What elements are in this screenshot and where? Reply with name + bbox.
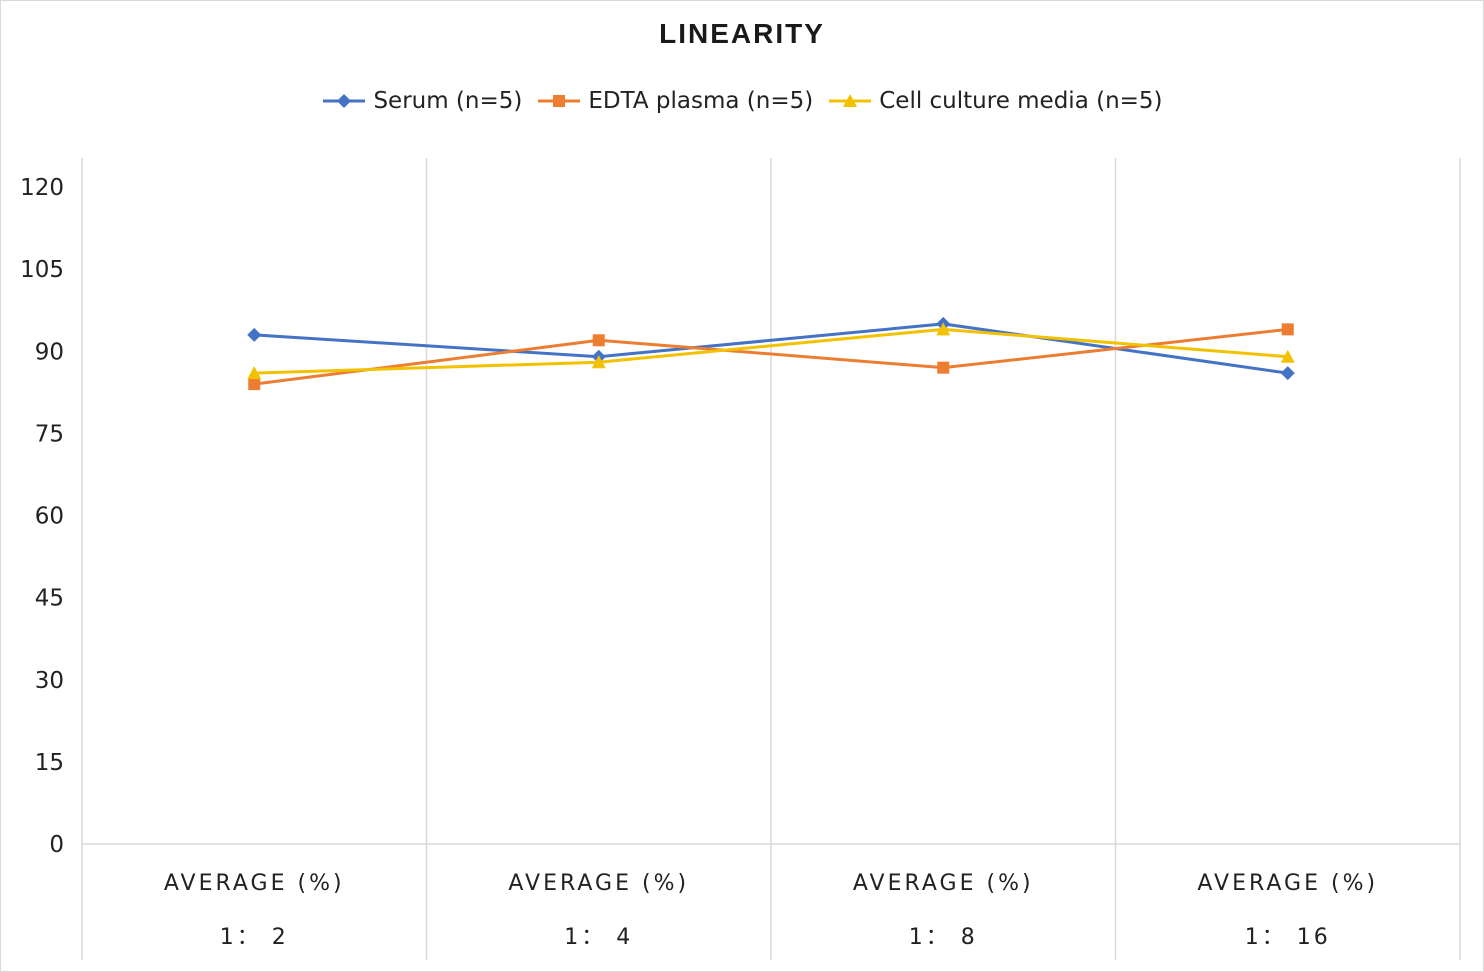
data-point-cell-culture-media-n-5 <box>936 322 951 336</box>
legend-label-serum: Serum (n=5) <box>373 88 523 114</box>
y-tick-label: 90 <box>35 339 64 365</box>
y-tick-label: 60 <box>35 504 64 530</box>
x-category-sublabel: 1： 4 <box>564 925 633 950</box>
y-tick-label: 45 <box>35 586 64 612</box>
data-point-edta-plasma-n-5 <box>248 378 261 391</box>
x-category-sublabel: 1： 16 <box>1245 925 1331 950</box>
data-point-cell-culture-media-n-5 <box>1280 349 1295 363</box>
data-point-serum-n-5 <box>247 327 262 342</box>
legend-item-cell-culture-media: Cell culture media (n=5) <box>827 88 1163 114</box>
y-tick-label: 30 <box>35 668 64 694</box>
y-tick-label: 120 <box>20 175 64 201</box>
legend-label-edta-plasma: EDTA plasma (n=5) <box>588 88 814 114</box>
y-tick-label: 75 <box>35 421 64 447</box>
series-line-cell-culture-media-n-5 <box>254 327 1288 375</box>
x-category-label: AVERAGE (%) <box>164 871 345 896</box>
x-category-label: AVERAGE (%) <box>853 871 1034 896</box>
x-category-label: AVERAGE (%) <box>1197 871 1378 896</box>
data-point-edta-plasma-n-5 <box>592 334 605 347</box>
data-point-cell-culture-media-n-5 <box>247 366 262 380</box>
data-point-edta-plasma-n-5 <box>1281 323 1294 336</box>
legend-item-edta-plasma: EDTA plasma (n=5) <box>536 88 813 114</box>
y-tick-label: 0 <box>49 832 64 858</box>
y-tick-label: 105 <box>20 257 64 283</box>
legend-marker-cell-culture-media <box>829 94 872 107</box>
chart-title: LINEARITY <box>659 18 825 49</box>
legend-marker-edta-plasma <box>538 95 581 107</box>
legend-item-serum: Serum (n=5) <box>321 88 522 114</box>
y-tick-label: 15 <box>35 750 64 776</box>
data-point-edta-plasma-n-5 <box>937 361 950 374</box>
data-point-serum-n-5 <box>1280 366 1295 381</box>
x-category-label: AVERAGE (%) <box>508 871 689 896</box>
legend: Serum (n=5) EDTA plasma (n=5) Cell cultu… <box>0 84 1484 118</box>
legend-label-cell-culture-media: Cell culture media (n=5) <box>879 88 1163 114</box>
series-line-edta-plasma-n-5 <box>254 327 1288 386</box>
legend-marker-serum <box>323 94 366 108</box>
x-category-sublabel: 1： 8 <box>909 925 978 950</box>
data-point-cell-culture-media-n-5 <box>591 355 606 369</box>
x-category-sublabel: 1： 2 <box>220 925 289 950</box>
